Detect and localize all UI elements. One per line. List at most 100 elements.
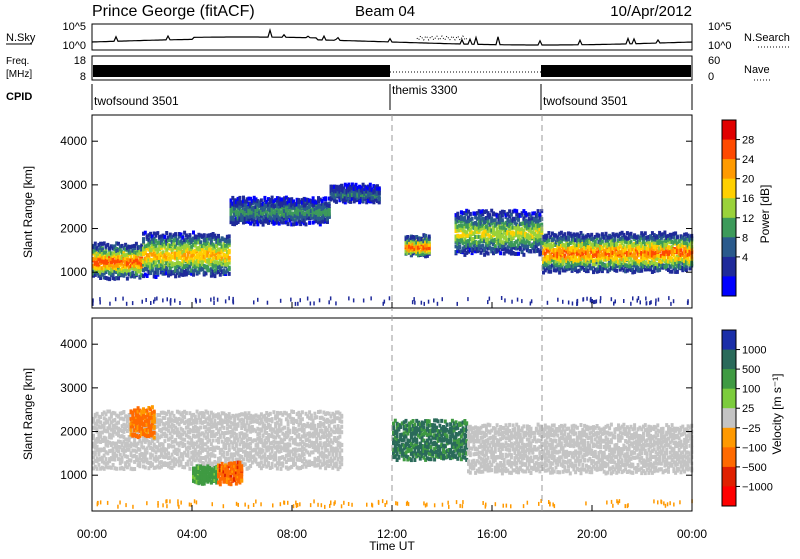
power-noise-cell [179, 301, 181, 305]
power-noise-cell [437, 302, 439, 306]
power-cell [605, 232, 608, 236]
date-label: 10/Apr/2012 [610, 3, 692, 20]
velocity-cell [133, 467, 136, 471]
freq-unit: [MHz] [6, 69, 32, 80]
power-noise-cell [414, 301, 416, 305]
power-cell [685, 268, 688, 272]
velocity-cell [194, 415, 197, 419]
power-noise-cell [572, 302, 574, 306]
power-noise-cell [501, 296, 503, 300]
power-cell [378, 187, 381, 191]
power-ylabel: Slant Range [km] [21, 166, 35, 258]
y-tick-label: 4000 [60, 134, 87, 148]
power-cell [424, 234, 427, 238]
velocity-cell [163, 439, 166, 443]
power-cell [144, 231, 147, 235]
freq-tick-top: 18 [74, 55, 86, 67]
power-noise-cell [586, 297, 588, 301]
power-cell [549, 270, 552, 274]
power-noise-cell [310, 302, 312, 306]
power-noise-cell [646, 302, 648, 306]
velocity-cell [126, 455, 129, 459]
velocity-cell [122, 410, 125, 414]
power-noise-cell [225, 299, 227, 303]
power-colorbar-swatch [722, 276, 736, 296]
velocity-cell [183, 438, 186, 442]
velocity-cell [99, 420, 102, 424]
power-colorbar-swatch [722, 159, 736, 179]
power-noise-cell [307, 297, 309, 301]
power-cell [308, 221, 311, 225]
power-cell [213, 274, 216, 278]
power-noise-cell [199, 299, 201, 303]
power-noise-cell [504, 298, 506, 302]
power-cell [183, 253, 186, 257]
power-colorbar-swatch [722, 237, 736, 257]
velocity-data-cells [92, 405, 693, 509]
power-noise-cell [412, 300, 414, 304]
power-colorbar-swatch [722, 257, 736, 277]
power-cell [530, 250, 533, 254]
power-noise-cell [384, 300, 386, 304]
power-noise-cell [389, 296, 391, 300]
velocity-cell [115, 467, 118, 471]
velocity-cell [212, 439, 215, 443]
power-noise-cell [623, 299, 625, 303]
power-cell [126, 277, 129, 281]
power-noise-cell [253, 300, 255, 304]
station-title: Prince George (fitACF) [92, 3, 255, 20]
velocity-cell [208, 458, 211, 462]
power-noise-cell [673, 299, 675, 303]
power-noise-cell [562, 300, 564, 304]
nsky-trace [92, 30, 692, 45]
power-cell [615, 269, 618, 273]
power-noise-cell [150, 301, 152, 305]
power-cell [228, 266, 231, 270]
power-cell [260, 198, 263, 202]
velocity-cell [171, 435, 174, 439]
power-noise-cell [109, 302, 111, 306]
power-noise-cell [596, 299, 598, 303]
cpid-segment-2: themis 3300 [392, 83, 458, 97]
power-noise-cell [517, 298, 519, 302]
nsearch-trace [417, 36, 467, 40]
velocity-cell [208, 438, 211, 442]
freq-block-1 [93, 65, 390, 77]
power-noise-cell [145, 298, 147, 302]
power-cell [228, 256, 231, 260]
power-noise-cell [213, 297, 215, 301]
power-noise-cell [530, 302, 532, 306]
velocity-cell [133, 438, 136, 442]
cpid-segment-1: twofsound 3501 [94, 94, 179, 108]
velocity-cell [188, 467, 191, 471]
velocity-cell [183, 415, 186, 419]
power-noise-cell [313, 301, 315, 305]
power-noise-cell [280, 299, 282, 303]
power-noise-cell [413, 297, 415, 301]
power-cell [156, 231, 159, 235]
nsearch-tick-top: 10^5 [708, 21, 732, 33]
power-noise-cell [593, 300, 595, 304]
power-colorbar-tick-label: 16 [742, 193, 754, 205]
power-noise-cell [521, 299, 523, 303]
velocity-cell [146, 451, 149, 455]
power-cell [644, 231, 647, 235]
power-cell [174, 232, 177, 236]
power-noise-cell [442, 297, 444, 301]
velocity-cell [121, 460, 124, 464]
cpid-label: CPID [6, 91, 32, 103]
power-noise-cell [115, 297, 117, 301]
power-noise-cell [428, 300, 430, 304]
velocity-cell [181, 457, 184, 461]
power-cell [601, 240, 604, 244]
power-noise-cell [668, 296, 670, 300]
power-cell [547, 231, 550, 235]
velocity-cell [117, 421, 120, 425]
power-colorbar-tick-label: 8 [742, 232, 748, 244]
velocity-cell [130, 459, 133, 463]
power-noise-cell [174, 299, 176, 303]
velocity-cell [162, 443, 165, 447]
velocity-cell [190, 461, 193, 465]
